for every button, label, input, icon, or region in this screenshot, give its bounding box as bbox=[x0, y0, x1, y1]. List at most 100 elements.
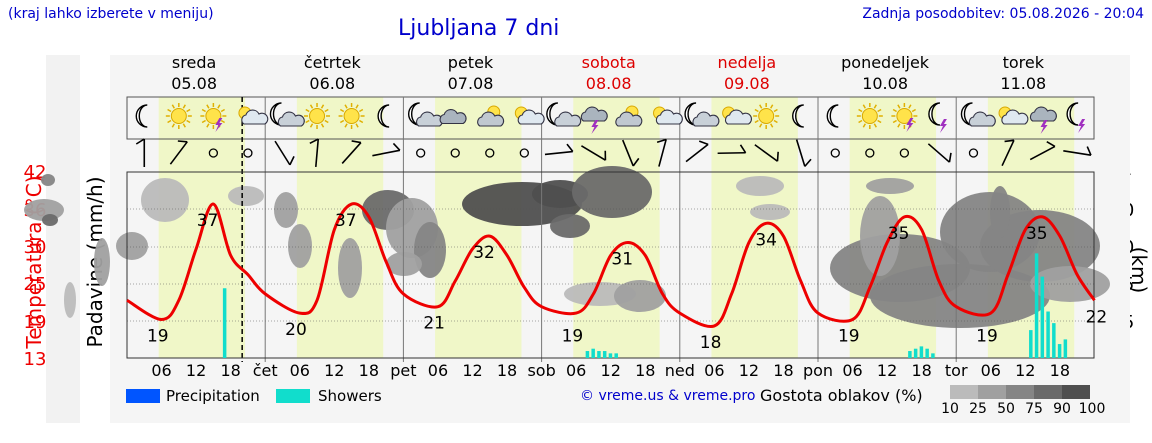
sun-ray bbox=[892, 119, 897, 124]
cloud-shape bbox=[241, 109, 269, 125]
sun-ray bbox=[897, 123, 901, 128]
wind-barb-shaft bbox=[169, 141, 188, 165]
hour-tick-label: 06 bbox=[981, 361, 1001, 380]
wind-calm-marker bbox=[416, 148, 426, 158]
wind-barb-shaft bbox=[1001, 139, 1015, 167]
showers-bar bbox=[1057, 344, 1062, 358]
wind-barb-flag bbox=[698, 140, 709, 146]
sun-ray bbox=[171, 104, 175, 109]
day-abbrev-label: tor bbox=[945, 361, 968, 380]
moon-icon bbox=[826, 104, 839, 128]
sun-disc bbox=[861, 108, 878, 124]
partly-cloudy-icon bbox=[238, 106, 269, 125]
hour-tick-label: 18 bbox=[1050, 361, 1070, 380]
temperature-min-label: 19 bbox=[562, 327, 584, 347]
cloud-cover-blob bbox=[866, 178, 914, 194]
showers-bar bbox=[608, 353, 613, 358]
temperature-min-label: 19 bbox=[976, 327, 998, 347]
sun-ray bbox=[754, 108, 759, 113]
cloud-cover-blob bbox=[338, 238, 362, 298]
temp-tick: 25 bbox=[23, 274, 47, 295]
sun-icon bbox=[165, 103, 192, 129]
wind-barb-flag bbox=[392, 142, 401, 151]
moon-icon bbox=[377, 104, 390, 128]
sun-ray bbox=[305, 108, 310, 113]
wind-barb bbox=[341, 140, 362, 164]
sun-ray bbox=[339, 108, 345, 113]
sun-ray bbox=[770, 123, 774, 128]
sun-ray bbox=[220, 108, 226, 113]
cloud-cover-blob bbox=[990, 186, 1010, 238]
temperature-max-label: 32 bbox=[473, 243, 495, 263]
wind-barb-flag bbox=[632, 157, 640, 167]
cloud-density-label: 75 bbox=[1025, 401, 1043, 417]
showers-bar bbox=[908, 351, 912, 358]
sun-ray bbox=[862, 123, 866, 128]
cloud-cover-blob bbox=[228, 186, 264, 206]
cloud-density-label: 100 bbox=[1078, 401, 1106, 417]
sun-ray bbox=[320, 104, 325, 109]
day-abbrev-label: pet bbox=[390, 361, 416, 380]
sun-ray bbox=[355, 123, 359, 128]
wind-barb bbox=[309, 138, 320, 168]
copyright-link[interactable]: © vreme.us & vreme.pro bbox=[580, 388, 756, 404]
wind-barb bbox=[135, 138, 146, 167]
showers-swatch bbox=[276, 389, 310, 403]
cloud-density-label: 25 bbox=[969, 401, 987, 417]
showers-bar bbox=[1046, 311, 1050, 358]
showers-bar bbox=[931, 353, 935, 358]
hour-tick-label: 06 bbox=[842, 361, 862, 380]
wind-barb-flag bbox=[804, 158, 812, 167]
temperature-max-label: 37 bbox=[335, 211, 357, 231]
cloudy-storm-icon bbox=[580, 106, 608, 134]
wind-barb-shaft bbox=[581, 145, 606, 161]
wind-calm-marker bbox=[208, 148, 219, 158]
sun-ray bbox=[182, 123, 186, 128]
sun-disc bbox=[896, 108, 913, 124]
moon-shape bbox=[135, 104, 148, 128]
cloud-cover-blob bbox=[64, 282, 76, 318]
lightning-shape bbox=[1078, 119, 1086, 133]
sun-disc bbox=[309, 108, 326, 124]
sun-ray bbox=[858, 108, 863, 113]
sun-ray bbox=[324, 108, 329, 113]
sun-disc bbox=[205, 108, 222, 124]
day-name: sobota bbox=[582, 53, 636, 72]
partly-cloudy-icon bbox=[722, 106, 752, 125]
wind-barb-flag bbox=[351, 140, 362, 144]
sun-ray bbox=[171, 123, 175, 128]
hour-tick-label: 06 bbox=[566, 361, 586, 380]
showers-bar bbox=[919, 346, 924, 358]
temperature-max-label: 37 bbox=[197, 211, 219, 231]
moon-shape bbox=[928, 102, 941, 126]
hour-tick-label: 18 bbox=[359, 361, 379, 380]
temperature-min-label: 19 bbox=[838, 327, 860, 347]
wind-barb-shaft bbox=[315, 138, 320, 168]
temperature-min-label: 22 bbox=[1086, 307, 1108, 327]
cloud-cover-blob bbox=[116, 232, 148, 260]
temp-tick: 30 bbox=[23, 237, 47, 258]
cloud-shape bbox=[277, 111, 305, 127]
cloud-density-title: Gostota oblakov (%) bbox=[760, 386, 923, 405]
cloud-cover-blob bbox=[42, 214, 58, 226]
day-date: 09.08 bbox=[724, 74, 770, 93]
wind-barb-shaft bbox=[685, 143, 709, 163]
cloud-cover-blob bbox=[750, 204, 790, 220]
showers-bar bbox=[585, 351, 590, 358]
sun-ray bbox=[201, 119, 206, 124]
cloud-density-label: 10 bbox=[941, 401, 959, 417]
showers-bar bbox=[614, 353, 618, 358]
sun-ray bbox=[344, 104, 348, 109]
sun-ray bbox=[344, 123, 348, 128]
day-date: 05.08 bbox=[171, 74, 217, 93]
temperature-min-label: 20 bbox=[285, 320, 307, 340]
daylight-band bbox=[296, 97, 384, 358]
temp-tick: 13 bbox=[23, 349, 47, 370]
wind-barb bbox=[274, 140, 295, 166]
cloud-shape bbox=[439, 109, 467, 125]
wind-barb-flag bbox=[309, 138, 319, 145]
last-update: Zadnja posodobitev: 05.08.2026 - 20:04 bbox=[862, 6, 1144, 22]
day-date: 07.08 bbox=[448, 74, 494, 93]
showers-bar bbox=[913, 348, 918, 358]
cloud-cover-blob bbox=[94, 238, 110, 286]
